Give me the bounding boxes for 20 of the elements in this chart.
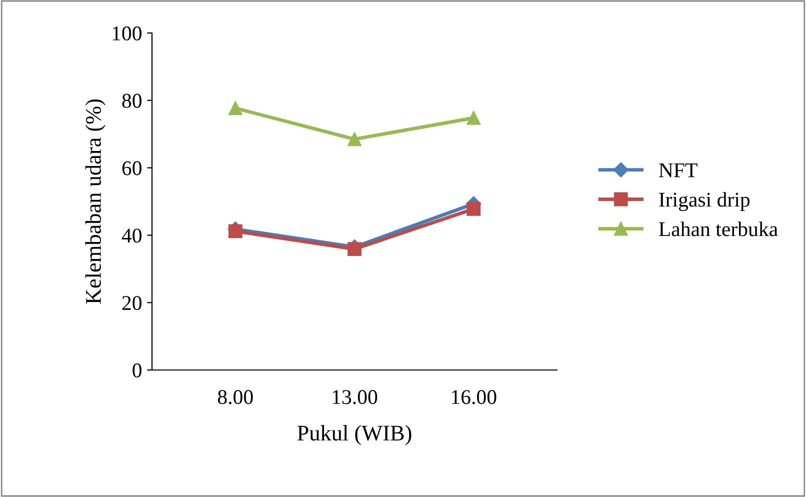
point xyxy=(466,202,481,216)
point xyxy=(228,224,242,238)
legend-label: NFT xyxy=(658,163,698,178)
y-tick-label: 60 xyxy=(122,161,142,176)
point xyxy=(348,242,362,256)
x-tick-label: 13.00 xyxy=(332,390,378,404)
point xyxy=(348,132,362,146)
legend-label: Lahan terbuka xyxy=(658,222,778,236)
x-axis-title: Pukul (WIB) xyxy=(297,425,412,446)
y-axis-title: Kelembaban udara (%) xyxy=(85,99,106,304)
y-tick-label: 100 xyxy=(112,26,142,40)
point xyxy=(228,101,242,116)
legend-label: Irigasi drip xyxy=(659,192,750,212)
y-tick-label: 40 xyxy=(122,228,142,243)
x-tick-label: 8.00 xyxy=(218,390,253,404)
y-tick-label: 0 xyxy=(132,363,142,378)
point xyxy=(466,110,481,125)
y-tick-label: 20 xyxy=(122,296,142,310)
y-tick-label: 80 xyxy=(122,94,142,108)
x-tick-label: 16.00 xyxy=(452,390,496,404)
